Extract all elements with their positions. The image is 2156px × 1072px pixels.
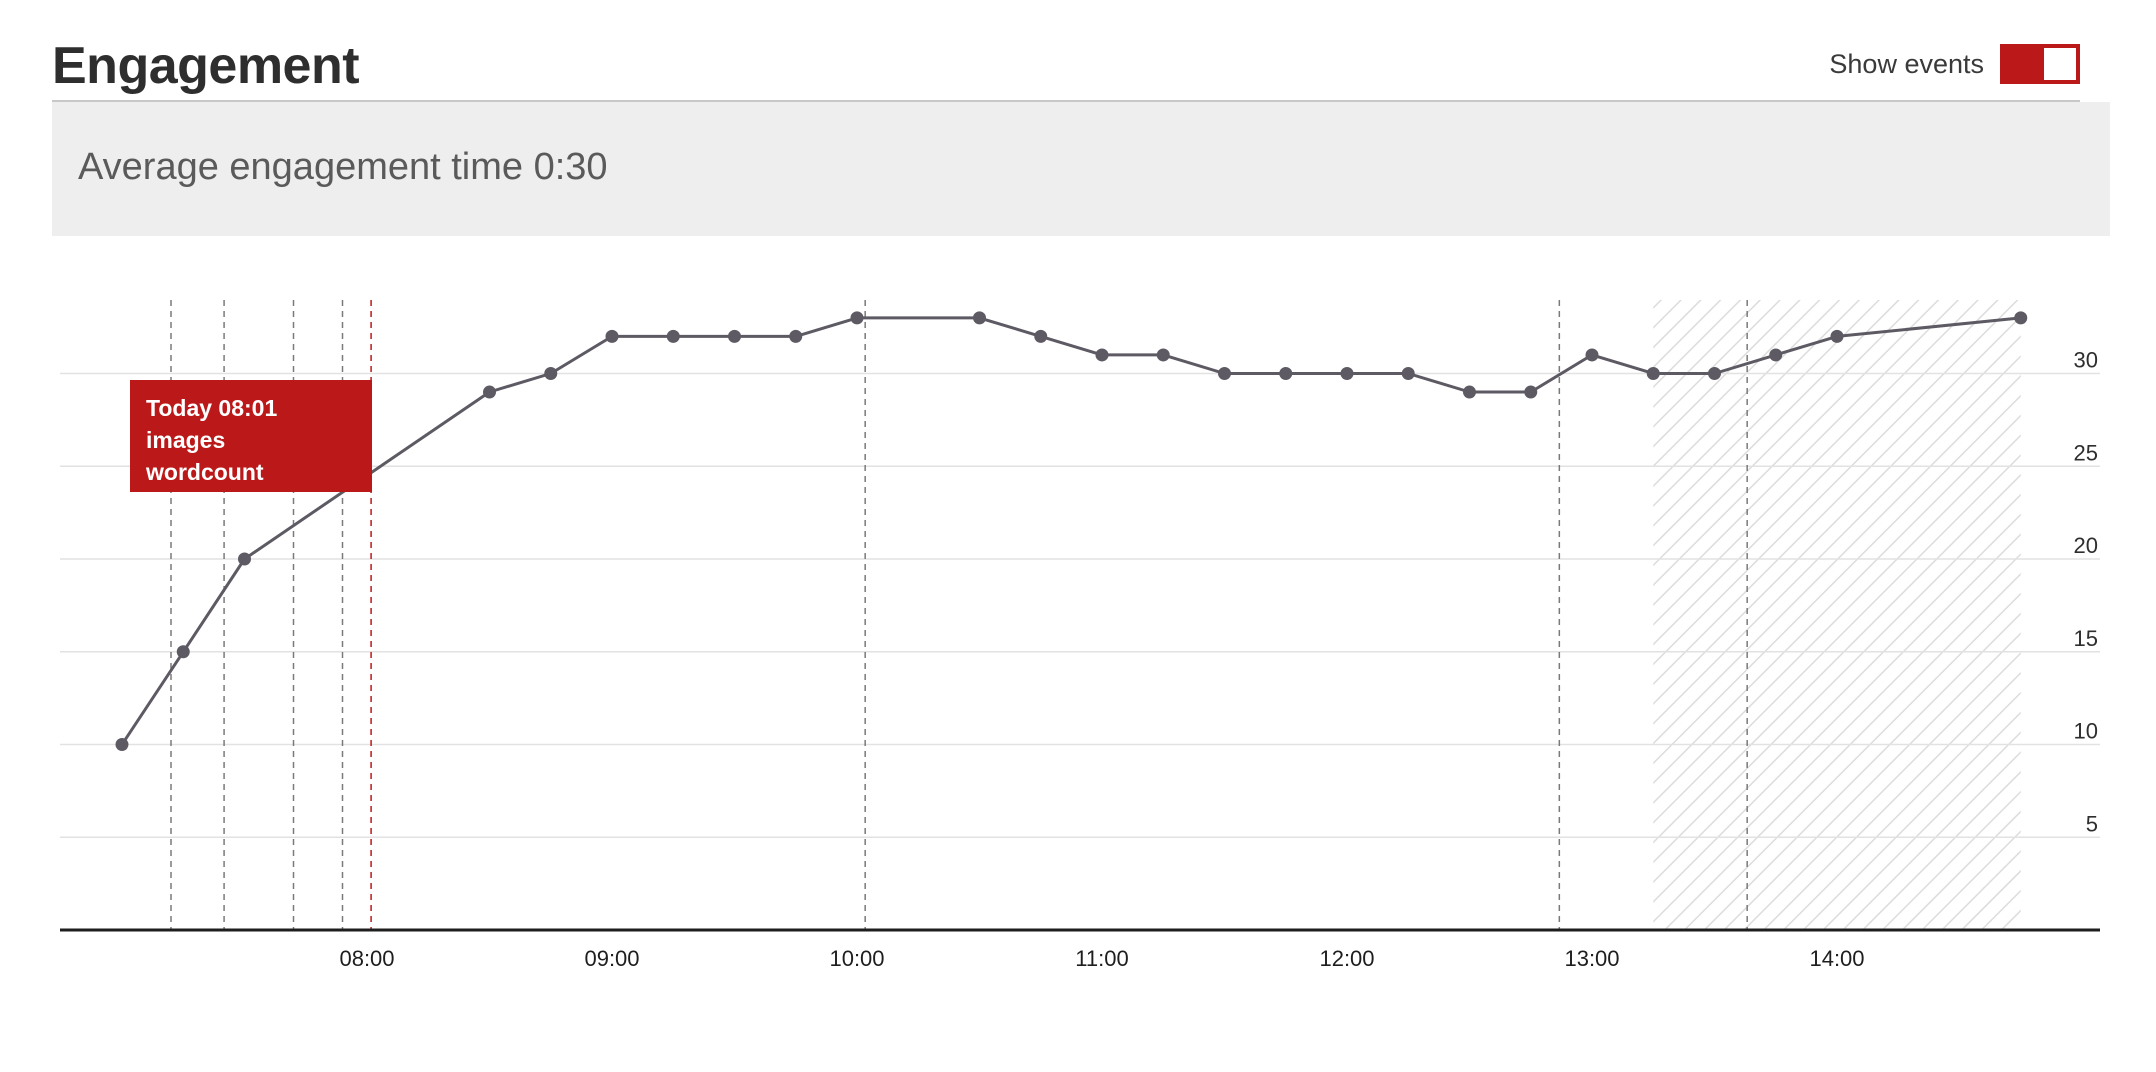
data-point <box>850 311 864 325</box>
show-events-toggle[interactable] <box>2000 44 2080 84</box>
y-tick-label: 15 <box>2074 626 2098 651</box>
x-tick-label: 14:00 <box>1809 946 1864 971</box>
tooltip-time: Today 08:01 <box>146 395 278 421</box>
tooltip-event-2: wordcount <box>146 459 264 485</box>
data-point <box>1340 367 1354 380</box>
x-tick-label: 11:00 <box>1075 946 1128 971</box>
page-title: Engagement <box>52 37 360 95</box>
tooltip-event-1: images <box>146 427 226 453</box>
data-point <box>238 552 251 566</box>
data-point <box>1524 385 1538 399</box>
x-tick-label: 08:00 <box>339 946 394 971</box>
header: Engagement Show events <box>52 28 2080 102</box>
data-point <box>605 329 619 343</box>
data-point <box>1279 367 1293 380</box>
x-tick-label: 13:00 <box>1564 946 1619 971</box>
data-point <box>789 329 803 343</box>
data-point <box>728 329 741 343</box>
x-tick-label: 12:00 <box>1319 946 1374 971</box>
data-point <box>973 311 986 325</box>
y-tick-label: 10 <box>2074 719 2098 744</box>
data-point <box>544 367 558 380</box>
summary-panel: Average engagement time 0:30 <box>52 102 2110 236</box>
data-point <box>1830 329 1844 343</box>
data-point <box>1585 348 1599 362</box>
data-point <box>1095 348 1109 362</box>
data-point <box>1463 385 1476 399</box>
data-point <box>666 329 680 343</box>
show-events-label: Show events <box>1829 48 1984 79</box>
hatched-region <box>1653 300 2021 930</box>
data-point <box>1034 329 1048 343</box>
x-tick-label: 09:00 <box>584 946 639 971</box>
toggle-knob <box>2044 48 2076 80</box>
data-point <box>483 385 496 399</box>
y-tick-label: 25 <box>2074 440 2098 465</box>
data-point <box>1708 367 1721 380</box>
y-tick-label: 30 <box>2074 348 2098 373</box>
series-line <box>120 316 2021 746</box>
data-point <box>1156 348 1170 362</box>
data-point <box>1401 367 1415 380</box>
data-point <box>115 738 129 751</box>
data-point <box>1769 348 1783 362</box>
y-tick-label: 20 <box>2074 533 2098 558</box>
data-point <box>1646 367 1660 380</box>
average-engagement-text: Average engagement time 0:30 <box>78 146 608 188</box>
x-tick-label: 10:00 <box>829 946 884 971</box>
show-events-control: Show events <box>1829 44 2080 84</box>
data-point <box>2014 311 2028 325</box>
event-tooltip: Today 08:01 images wordcount <box>130 380 372 492</box>
y-tick-label: 5 <box>2086 811 2098 836</box>
data-point <box>1218 367 1231 380</box>
data-point <box>176 645 190 659</box>
